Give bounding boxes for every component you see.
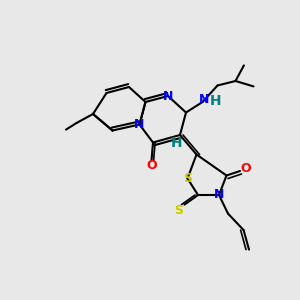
Text: S: S [175,204,184,217]
Text: S: S [183,172,192,185]
Text: H: H [209,94,221,107]
Text: H: H [171,136,182,150]
Text: O: O [146,159,157,172]
Text: N: N [214,188,224,202]
Text: N: N [199,93,209,106]
Text: O: O [240,162,251,175]
Text: N: N [163,89,173,103]
Text: N: N [134,118,145,131]
